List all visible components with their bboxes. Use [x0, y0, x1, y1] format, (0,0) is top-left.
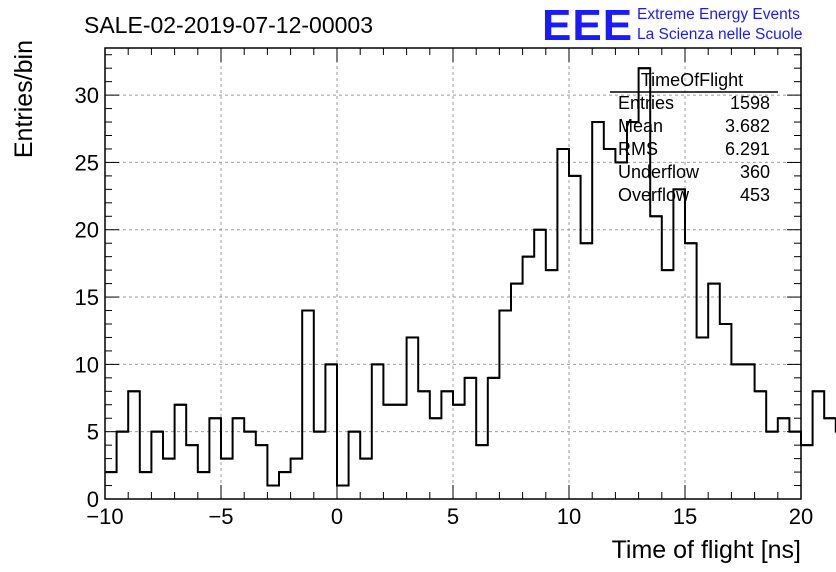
x-tick-label: −10 [86, 504, 123, 529]
y-tick-label: 30 [75, 83, 99, 108]
x-tick-label: 10 [557, 504, 581, 529]
x-axis-label: Time of flight [ns] [612, 536, 801, 564]
stats-value-underflow: 360 [740, 162, 770, 182]
chart-title: SALE-02-2019-07-12-00003 [84, 12, 373, 38]
stats-label-overflow: Overflow [618, 185, 690, 205]
y-tick-label: 0 [87, 487, 99, 512]
axes: −10 −5 0 5 10 15 20 0 5 10 15 20 25 30 [75, 48, 813, 529]
x-tick-label: 15 [673, 504, 697, 529]
eee-logo-mark: EEE [542, 1, 633, 50]
histogram [105, 67, 836, 487]
stats-box: TimeOfFlight Entries 1598 Mean 3.682 RMS… [610, 70, 778, 205]
y-tick-label: 15 [75, 285, 99, 310]
stats-value-mean: 3.682 [725, 116, 770, 136]
stats-label-entries: Entries [618, 93, 674, 113]
stats-title: TimeOfFlight [641, 70, 743, 90]
stats-value-rms: 6.291 [725, 139, 770, 159]
eee-logo: EEE Extreme Energy Events La Scienza nel… [542, 1, 802, 50]
x-tick-label: 5 [447, 504, 459, 529]
x-tick-label: −5 [208, 504, 233, 529]
y-tick-label: 25 [75, 150, 99, 175]
y-axis-label: Entries/bin [10, 40, 38, 158]
stats-value-entries: 1598 [730, 93, 770, 113]
logo-line-2: La Scienza nelle Scuole [637, 26, 802, 43]
stats-label-mean: Mean [618, 116, 663, 136]
x-tick-label: 0 [331, 504, 343, 529]
plot-frame [104, 47, 802, 500]
stats-label-rms: RMS [618, 139, 658, 159]
grid [105, 48, 801, 499]
y-tick-label: 10 [75, 352, 99, 377]
stats-value-overflow: 453 [740, 185, 770, 205]
x-tick-label: 20 [789, 504, 813, 529]
y-tick-label: 20 [75, 218, 99, 243]
y-tick-label: 5 [87, 420, 99, 445]
logo-line-1: Extreme Energy Events [637, 6, 800, 23]
stats-label-underflow: Underflow [618, 162, 700, 182]
